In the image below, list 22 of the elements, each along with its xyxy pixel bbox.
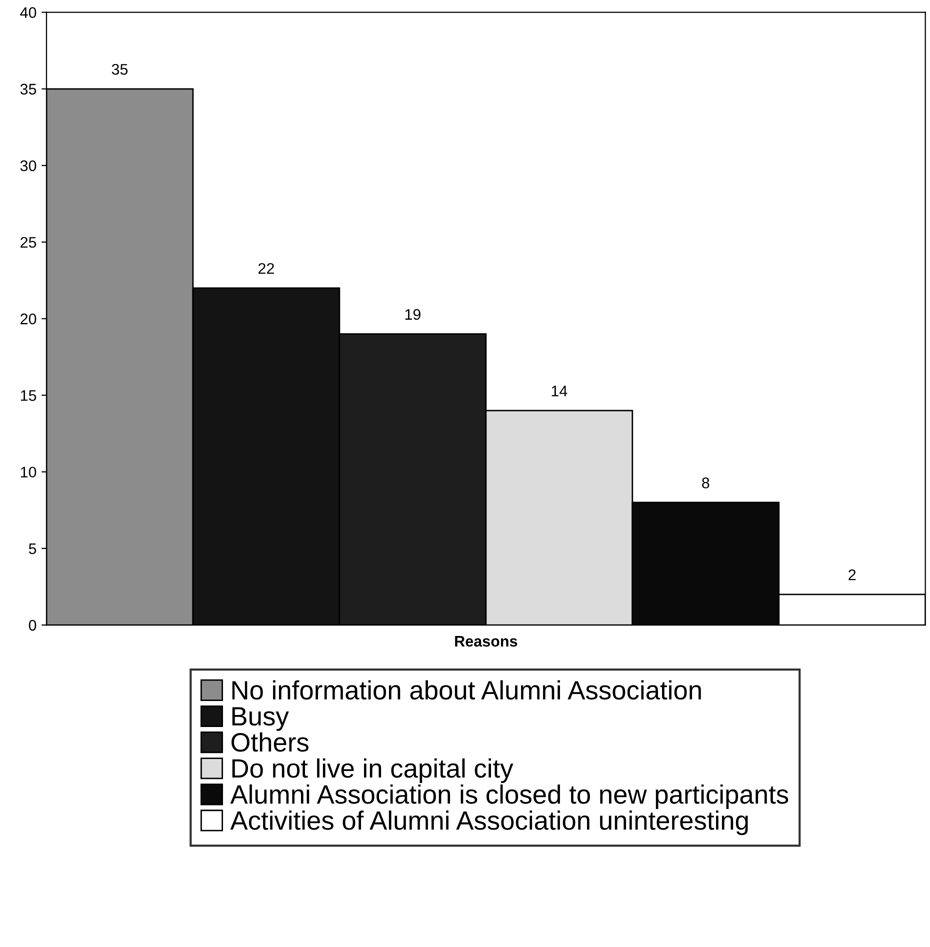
y-tick-label: 0	[28, 620, 36, 631]
data-label: 35	[112, 64, 128, 75]
y-tick-label: 30	[20, 160, 36, 172]
y-tick-label: 35	[20, 84, 36, 95]
data-label: 19	[405, 309, 420, 320]
y-tick-label: 25	[20, 236, 36, 248]
legend-label: No information about Alumni Association	[232, 680, 701, 700]
y-tick-label: 40	[20, 7, 36, 18]
data-label: 2	[848, 569, 856, 580]
legend-label: Do not live in capital city	[232, 758, 514, 783]
y-tick-label: 10	[20, 466, 36, 478]
y-tick-label: 5	[28, 543, 36, 554]
legend-label: Activities of Alumni Association uninteresting	[230, 810, 748, 836]
y-tick-label: 15	[20, 390, 36, 401]
data-label: 8	[702, 478, 710, 488]
data-label: 22	[258, 263, 274, 274]
y-tick-label: 20	[20, 314, 36, 324]
data-label: 14	[552, 386, 568, 396]
x-axis-title: Reasons	[455, 636, 518, 647]
legend-label: Others	[231, 732, 308, 752]
legend-label: Alumni Association is closed to new participants	[230, 784, 788, 810]
legend-label: Busy	[232, 707, 289, 731]
